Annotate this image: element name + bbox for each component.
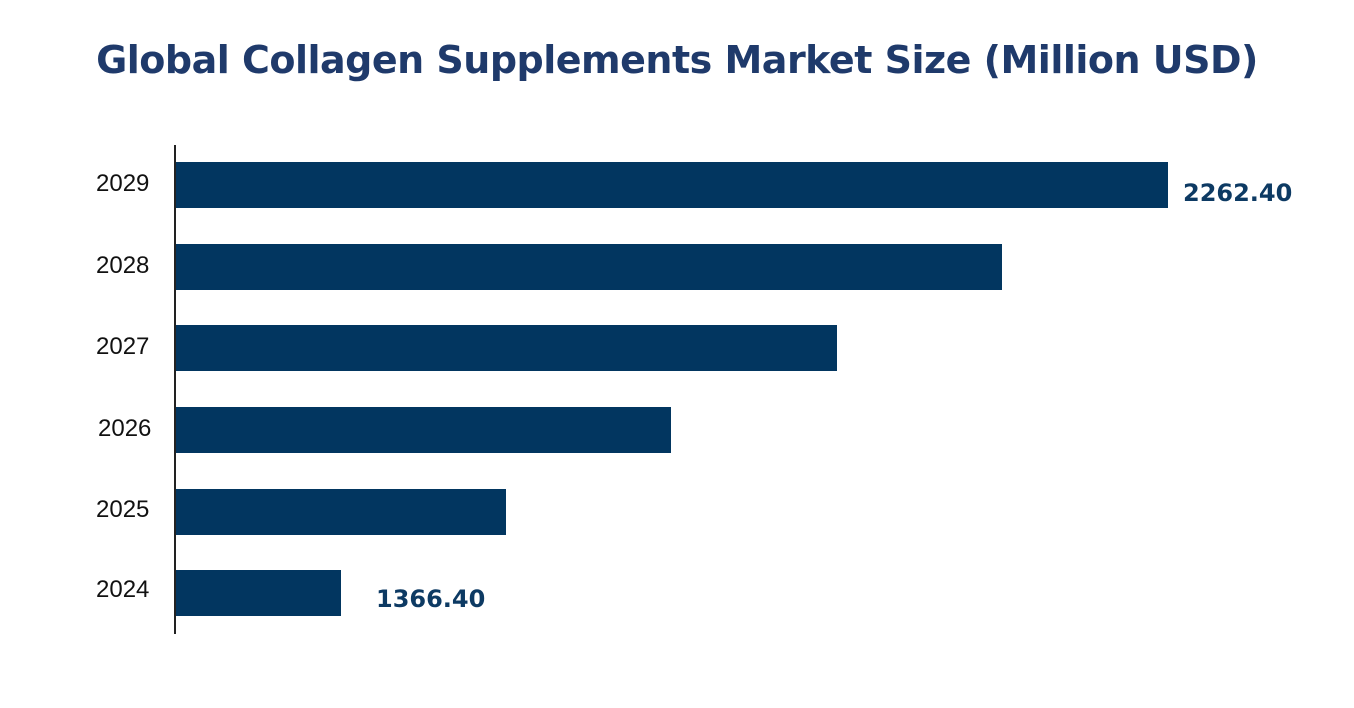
y-tick-2027: 2027 (96, 333, 150, 360)
bar-2026 (176, 407, 671, 453)
y-tick-2029: 2029 (96, 170, 150, 197)
y-axis-line (174, 145, 176, 634)
bar-2024 (176, 570, 341, 616)
bar-2027 (176, 325, 837, 371)
y-tick-2026: 2026 (98, 415, 152, 442)
value-label-2024: 1366.40 (376, 585, 486, 613)
bar-2025 (176, 489, 506, 535)
chart-title: Global Collagen Supplements Market Size … (96, 38, 1258, 82)
y-tick-2025: 2025 (96, 496, 150, 523)
bar-2028 (176, 244, 1002, 290)
value-label-2029: 2262.40 (1183, 179, 1293, 207)
bar-2029 (176, 162, 1168, 208)
y-tick-2028: 2028 (96, 252, 150, 279)
y-tick-2024: 2024 (96, 576, 150, 603)
